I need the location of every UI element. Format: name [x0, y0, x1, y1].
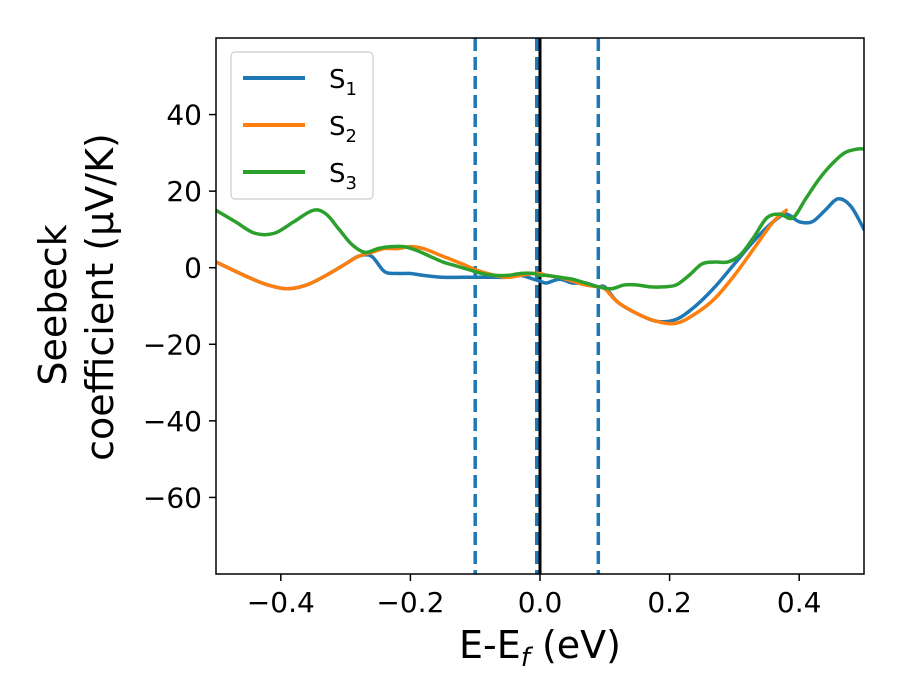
reference-lines — [473, 38, 601, 574]
y-axis-label-line2: coefficient (μV/K) — [78, 133, 122, 461]
y-tick-label: −40 — [143, 405, 202, 438]
x-tick-label: 0.4 — [777, 586, 822, 619]
legend-label-s2: S2 — [329, 112, 357, 147]
y-tick-label: 20 — [166, 175, 202, 208]
y-tick-label: 40 — [166, 99, 202, 132]
x-axis-ticks: −0.4 −0.2 0.0 0.2 0.4 — [247, 574, 822, 619]
y-axis-ticks: −60 −40 −20 0 20 40 — [143, 99, 216, 514]
legend-label-s1: S1 — [329, 65, 357, 100]
x-tick-label: −0.2 — [376, 586, 444, 619]
series-line-s2 — [216, 208, 788, 326]
series-lines — [216, 146, 864, 326]
series-line-s3 — [216, 146, 864, 291]
y-axis-label-line1: Seebeck — [31, 224, 75, 385]
x-tick-label: 0.0 — [518, 586, 563, 619]
x-tick-label: −0.4 — [247, 586, 315, 619]
legend: S1 S2 S3 — [230, 51, 374, 200]
legend-label-s3: S3 — [329, 159, 357, 194]
y-tick-label: −60 — [143, 481, 202, 514]
x-tick-label: 0.2 — [647, 586, 692, 619]
y-tick-label: 0 — [184, 252, 202, 285]
y-axis-label: Seebeck coefficient (μV/K) — [31, 133, 122, 461]
x-axis-label: E-Ef (eV) — [459, 623, 621, 673]
y-tick-label: −20 — [143, 328, 202, 361]
